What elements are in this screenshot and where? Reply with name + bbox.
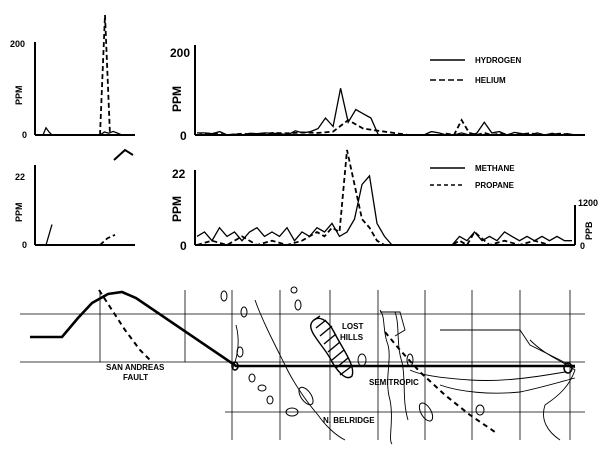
top-right-ylabel: PPM [170,86,184,112]
map-small-field [220,290,228,302]
map-small-field [236,346,244,358]
map-small-field [231,361,239,371]
bottom-left-series-line-1 [99,233,116,246]
map-small-field [406,353,414,367]
chart-axes [34,42,585,246]
lost-hills-outline [310,317,354,379]
san-andreas-fault-line [98,289,151,361]
map-small-field [298,386,314,406]
bottom-left-ylabel: PPM [14,202,24,222]
top-right-series-hydrogen [197,88,576,136]
fault-map [20,286,585,445]
top-right-ytick-max: 200 [170,46,190,60]
map-contour [439,377,576,394]
map-small-field [285,407,299,417]
bottom-left-ytick-max: 22 [15,172,25,182]
map-label-hills: HILLS [340,333,364,342]
map-small-field [266,395,274,405]
legend-bottom-right: METHANE PROPANE [430,164,515,190]
map-small-field [563,362,573,374]
map-small-field [357,353,367,367]
traverse-route [30,290,575,368]
map-label-san-andreas-fault: FAULT [123,373,148,382]
bottom-right-y2label: PPB [584,221,594,240]
series-layer [40,14,576,247]
top-left-ytick-min: 0 [22,130,27,140]
bottom-left-series-line-0 [40,224,53,246]
map-contour [440,329,576,369]
semitropic-fault-line [384,331,496,433]
map-label-san-andreas: SAN ANDREAS [106,363,165,372]
map-contour [254,299,346,441]
map-contour [232,324,239,369]
top-right-ytick-min: 0 [180,129,187,143]
legend-propane-label: PROPANE [475,181,515,190]
legend-top-right: HYDROGEN HELIUM [430,56,521,85]
map-small-field [294,299,302,311]
map-small-field [290,286,298,294]
legend-methane-label: METHANE [475,164,515,173]
map-small-field [475,404,485,416]
map-small-field [257,384,267,392]
bottom-left-ytick-min: 0 [22,240,27,250]
map-label-n-belridge: N. BELRIDGE [323,416,375,425]
map-contour [379,309,393,445]
bottom-right-ytick-max: 22 [172,167,186,181]
map-label-semitropic: SEMITROPIC [369,378,419,387]
lost-hills-hatching [313,315,353,376]
bottom-right-series-methane [196,174,572,246]
lost-hills-anticline [310,315,354,379]
map-contour [529,339,576,441]
map-small-field [240,306,248,318]
top-left-ytick-max: 200 [10,39,25,49]
legend-hydrogen-label: HYDROGEN [475,56,521,65]
stray-mark [113,148,134,161]
map-label-lost: LOST [342,322,363,331]
map-small-field [418,402,434,422]
top-right-series-helium [196,118,576,137]
bottom-right-y2tick-max: 1200 [578,198,598,208]
top-left-ylabel: PPM [14,85,24,105]
legend-helium-label: HELIUM [475,76,506,85]
top-left-series-line-0 [40,126,55,136]
map-contour [394,311,409,421]
bottom-right-ytick-min: 0 [180,239,187,253]
top-left-series-line-2 [99,130,123,136]
bottom-right-series-propane [196,149,572,247]
map-small-field [248,373,256,383]
map-contour [409,369,566,381]
bottom-right-ylabel: PPM [170,196,184,222]
top-left-series-line-1 [99,14,111,136]
bottom-right-y2tick-min: 0 [580,241,585,251]
map-contour [380,311,406,337]
